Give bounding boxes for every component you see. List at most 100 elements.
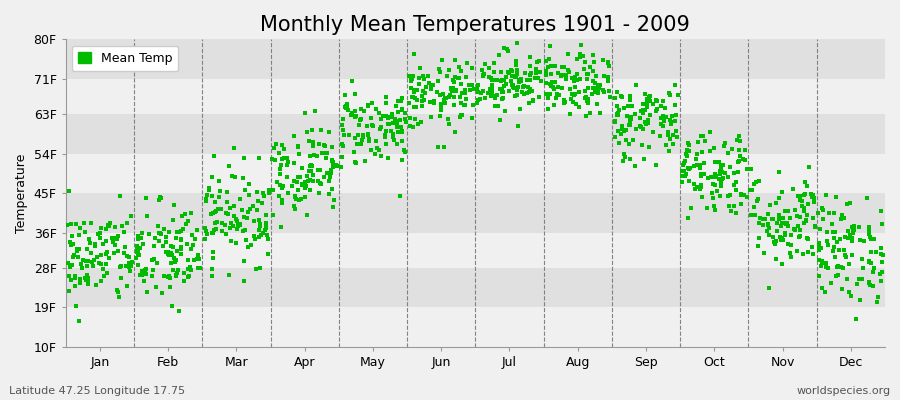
Point <box>633 115 647 121</box>
Point <box>752 235 766 241</box>
Point <box>597 56 611 63</box>
Point <box>73 276 87 282</box>
Point <box>791 223 806 229</box>
Point <box>775 235 789 241</box>
Point <box>726 182 741 188</box>
Point <box>129 254 143 261</box>
Point <box>833 236 848 242</box>
Point <box>73 225 87 231</box>
Point <box>184 246 199 252</box>
Point <box>163 275 177 282</box>
Point <box>324 166 338 173</box>
Point <box>588 80 602 86</box>
Point <box>554 64 569 71</box>
Point <box>370 145 384 152</box>
Point <box>511 79 526 85</box>
Point <box>860 195 874 201</box>
Point <box>200 231 214 237</box>
Point <box>776 215 790 221</box>
Point <box>552 92 566 99</box>
Point <box>152 230 166 236</box>
Point <box>712 176 726 182</box>
Point <box>423 113 437 120</box>
Point <box>866 268 880 275</box>
Point <box>784 254 798 260</box>
Point <box>176 226 190 232</box>
Point <box>237 258 251 264</box>
Point <box>713 193 727 200</box>
Point <box>729 209 743 216</box>
Point <box>649 108 663 114</box>
Point <box>665 113 680 120</box>
Point <box>494 77 508 84</box>
Point <box>374 152 389 159</box>
Point <box>843 292 858 299</box>
Bar <box>66 114 885 154</box>
Point <box>706 195 720 202</box>
Point <box>418 84 433 90</box>
Point <box>379 100 393 106</box>
Point <box>730 137 744 143</box>
Point <box>222 162 237 169</box>
Point <box>199 198 213 204</box>
Point <box>213 206 228 212</box>
Point <box>324 169 338 175</box>
Point <box>650 106 664 112</box>
Point <box>429 89 444 95</box>
Point <box>590 82 605 88</box>
Point <box>114 223 129 229</box>
Point <box>190 256 204 262</box>
Point <box>90 254 104 260</box>
Point <box>180 240 194 247</box>
Point <box>616 122 630 129</box>
Point <box>223 225 238 232</box>
Point <box>197 225 211 231</box>
Point <box>349 141 364 147</box>
Point <box>191 265 205 271</box>
Point <box>774 237 788 243</box>
Point <box>112 294 126 300</box>
Point <box>828 254 842 260</box>
Point <box>559 76 573 82</box>
Point <box>793 197 807 203</box>
Point <box>867 265 881 272</box>
Point <box>354 116 368 122</box>
Point <box>274 224 288 230</box>
Point <box>79 276 94 283</box>
Point <box>656 115 670 121</box>
Point <box>707 170 722 177</box>
Point <box>619 127 634 134</box>
Point <box>454 80 468 87</box>
Point <box>623 121 637 128</box>
Point <box>643 112 657 118</box>
Point <box>663 121 678 128</box>
Point <box>616 104 631 111</box>
Point <box>799 235 814 242</box>
Point <box>258 225 273 232</box>
Point <box>365 122 380 129</box>
Point <box>694 184 708 190</box>
Point <box>330 163 345 170</box>
Point <box>112 192 127 199</box>
Point <box>160 251 175 257</box>
Point <box>457 87 472 94</box>
Point <box>692 186 706 192</box>
Y-axis label: Temperature: Temperature <box>15 154 28 233</box>
Point <box>532 94 546 100</box>
Point <box>80 246 94 252</box>
Point <box>338 104 353 110</box>
Point <box>706 202 721 209</box>
Point <box>862 224 877 230</box>
Point <box>382 120 396 127</box>
Point <box>798 218 813 224</box>
Point <box>760 221 775 227</box>
Point <box>205 230 220 236</box>
Point <box>84 250 98 256</box>
Point <box>514 78 528 84</box>
Point <box>554 73 568 80</box>
Point <box>407 104 421 111</box>
Point <box>433 69 447 76</box>
Point <box>176 278 191 284</box>
Point <box>438 94 453 101</box>
Point <box>750 198 764 204</box>
